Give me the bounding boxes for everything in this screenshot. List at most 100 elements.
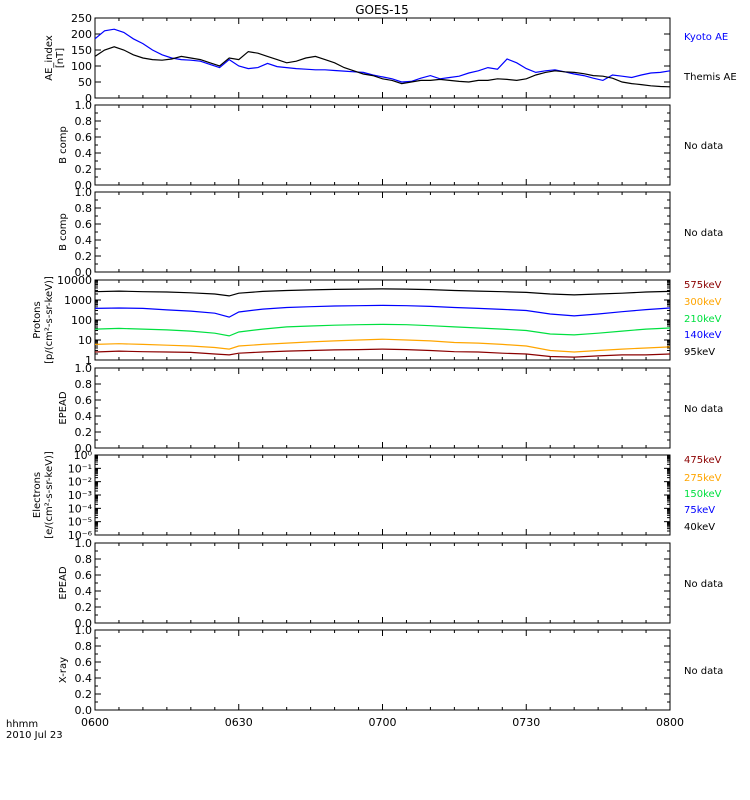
y-tick-label: 1.0 (75, 537, 93, 550)
y-axis-label-protons-unit: [p/(cm²-s-sr-keV)] (44, 276, 55, 364)
x-tick-label: 0800 (656, 716, 684, 729)
panel-b-comp-2: 0.0 0.2 0.4 0.6 0.8 1.0 B comp No data (58, 186, 723, 279)
legend-electrons-40kev: 40keV (684, 522, 715, 533)
series-protons-95kev-line (94, 288, 671, 297)
y-axis-label-electrons-unit: [e/(cm²-s-sr-keV)] (44, 451, 55, 539)
y-tick-label: 100 (71, 60, 92, 73)
y-tick-label: 10⁻³ (68, 489, 92, 502)
y-tick-label: 0.4 (75, 147, 93, 160)
y-tick-label: 0.0 (75, 266, 93, 279)
y-tick-label: 250 (71, 12, 92, 25)
panel-frame (94, 542, 671, 624)
panel-frame (94, 17, 671, 99)
y-axis-label-b-comp-1: B comp (58, 126, 69, 164)
y-tick-label: 0.6 (75, 218, 93, 231)
y-tick-label: 0.4 (75, 585, 93, 598)
series-protons-300kev-line (94, 338, 671, 353)
y-axis-label-electrons: Electrons (32, 472, 43, 518)
y-tick-label: 50 (78, 76, 92, 89)
no-data-note-b-comp-1: No data (684, 141, 723, 152)
y-tick-label: 0.2 (75, 601, 93, 614)
y-tick-label: 1 (85, 354, 92, 367)
panel-epead-1: 0.0 0.2 0.4 0.6 0.8 1.0 EPEAD No data (58, 362, 723, 455)
y-tick-label: 10⁻⁶ (68, 529, 93, 542)
y-tick-label: 10⁻¹ (68, 462, 92, 475)
y-tick-label: 0.8 (75, 202, 93, 215)
legend-electrons-150kev: 150keV (684, 489, 722, 500)
chart-title: GOES-15 (355, 3, 409, 17)
y-tick-label: 0.2 (75, 163, 93, 176)
y-tick-label: 1.0 (75, 99, 93, 112)
y-axis-label-b-comp-2: B comp (58, 213, 69, 251)
y-tick-label: 0.8 (75, 553, 93, 566)
legend-protons-575kev: 575keV (684, 280, 722, 291)
y-tick-label: 100 (71, 314, 92, 327)
panel-frame (94, 629, 671, 711)
y-axis-label-ae-unit: [nT] (55, 48, 66, 68)
y-tick-label: 1.0 (75, 362, 93, 375)
panel-protons: 1 10 100 1000 10000 Protons [p/(cm²-s-sr-keV)]… (32, 274, 722, 367)
x-tick-label: 0700 (369, 716, 397, 729)
panel-ae-index: 0 50 100 150 200 250 AE_index [nT] Kyoto AE Themi… (44, 12, 737, 105)
y-tick-label: 10⁻² (68, 476, 92, 489)
y-tick-label: 0.0 (75, 179, 93, 192)
y-tick-label: 0.6 (75, 131, 93, 144)
legend-protons-210kev: 210keV (684, 314, 722, 325)
legend-protons-140kev: 140keV (684, 330, 722, 341)
y-tick-label: 0.6 (75, 656, 93, 669)
y-tick-label: 0.2 (75, 250, 93, 263)
panel-epead-2: 0.0 0.2 0.4 0.6 0.8 1.0 EPEAD No data (58, 537, 723, 630)
y-tick-label: 0.2 (75, 688, 93, 701)
y-axis-label-x-ray: X-ray (58, 657, 69, 683)
y-tick-label: 0.6 (75, 394, 93, 407)
panel-frame (94, 367, 671, 449)
legend-themis-ae: Themis AE (683, 72, 737, 83)
y-axis-label-epead-2: EPEAD (58, 566, 69, 600)
y-tick-label: 0.0 (75, 442, 93, 455)
panel-frame (94, 104, 671, 186)
no-data-note-b-comp-2: No data (684, 228, 723, 239)
legend-electrons-475kev: 475keV (684, 455, 722, 466)
y-tick-label: 1.0 (75, 624, 93, 637)
y-tick-label: 0.0 (75, 617, 93, 630)
y-tick-label: 0.6 (75, 569, 93, 582)
series-protons-210kev-line (94, 323, 671, 337)
footer-date: 2010 Jul 23 (6, 730, 63, 741)
y-tick-label: 0.8 (75, 378, 93, 391)
no-data-note-epead-1: No data (684, 404, 723, 415)
x-tick-label: 0630 (225, 716, 253, 729)
panel-x-ray: 0.0 0.2 0.4 0.6 0.8 1.0 X-ray No data (58, 624, 723, 717)
no-data-note-epead-2: No data (684, 579, 723, 590)
y-tick-label: 0.8 (75, 115, 93, 128)
series-protons-575kev-line (94, 348, 671, 358)
series-themis-ae-line (94, 46, 671, 88)
y-tick-label: 10⁰ (74, 449, 93, 462)
x-axis-labels: 0600 0630 0700 0730 0800 (81, 716, 684, 729)
y-tick-label: 0.8 (75, 640, 93, 653)
panel-frame (94, 191, 671, 273)
y-axis-label-epead-1: EPEAD (58, 391, 69, 425)
y-tick-label: 0.2 (75, 426, 93, 439)
x-tick-label: 0730 (512, 716, 540, 729)
y-tick-label: 0.4 (75, 410, 93, 423)
y-tick-label: 0.4 (75, 672, 93, 685)
y-tick-label: 10⁻⁵ (68, 516, 92, 529)
series-kyoto-ae-line (94, 28, 671, 83)
y-tick-label: 10⁻⁴ (68, 502, 93, 515)
y-tick-label: 10 (78, 334, 92, 347)
legend-electrons-275kev: 275keV (684, 473, 722, 484)
legend-protons-95kev: 95keV (684, 347, 715, 358)
panel-frame (94, 454, 671, 536)
y-tick-label: 1.0 (75, 186, 93, 199)
footer-hhmm: hhmm (6, 719, 38, 730)
y-axis-label-ae: AE_index (44, 35, 55, 81)
y-axis-label-protons: Protons (32, 301, 43, 338)
y-tick-label: 0.0 (75, 704, 93, 717)
y-tick-label: 200 (71, 28, 92, 41)
y-tick-label: 150 (71, 44, 92, 57)
y-tick-label: 0.4 (75, 234, 93, 247)
legend-kyoto-ae: Kyoto AE (684, 32, 728, 43)
y-tick-label: 0 (85, 92, 92, 105)
